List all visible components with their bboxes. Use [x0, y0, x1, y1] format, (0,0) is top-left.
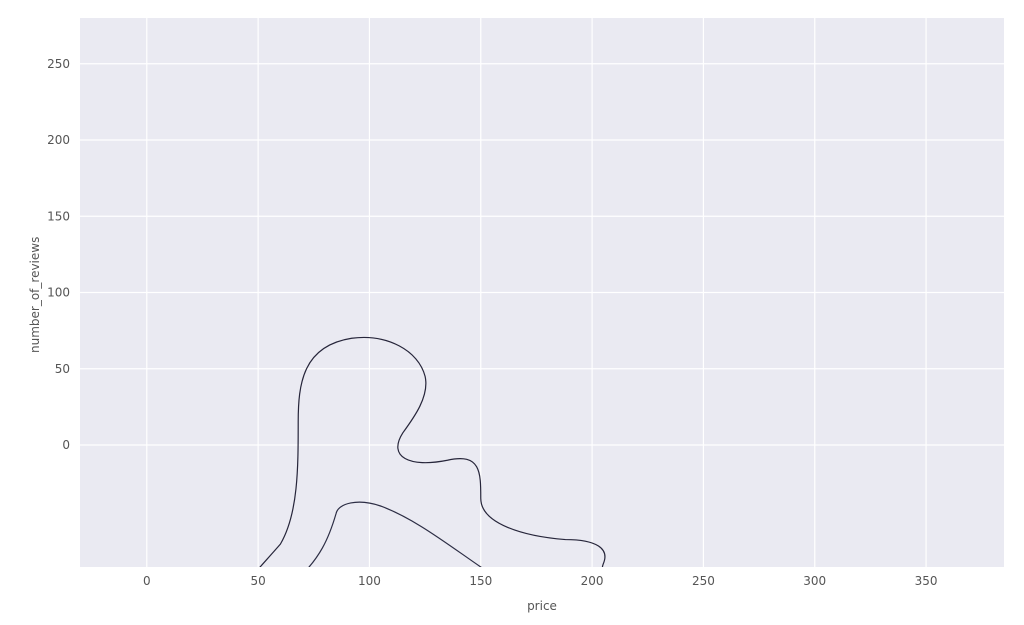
x-tick-label: 250	[692, 574, 715, 588]
x-tick-label: 350	[915, 574, 938, 588]
x-tick-label: 150	[469, 574, 492, 588]
y-tick-label: 50	[55, 362, 70, 376]
chart-svg: 0 50 100 150 200 250 300 350 0 50 100 150 200 250	[0, 0, 1024, 625]
y-axis-label: number_of_reviews	[28, 236, 42, 352]
x-tick-label: 100	[358, 574, 381, 588]
y-tick-label: 200	[47, 133, 70, 147]
y-tick-label: 250	[47, 57, 70, 71]
y-tick-label: 150	[47, 209, 70, 223]
y-tick-label: 100	[47, 286, 70, 300]
x-tick-label: 200	[581, 574, 604, 588]
density-contour-chart: 0 50 100 150 200 250 300 350 0 50 100 150 200 250 num…	[0, 0, 1024, 625]
y-tick-label: 0	[62, 438, 70, 452]
x-axis-label: price	[512, 599, 572, 613]
x-tick-label: 0	[143, 574, 151, 588]
x-tick-label: 300	[803, 574, 826, 588]
x-tick-label: 50	[250, 574, 265, 588]
